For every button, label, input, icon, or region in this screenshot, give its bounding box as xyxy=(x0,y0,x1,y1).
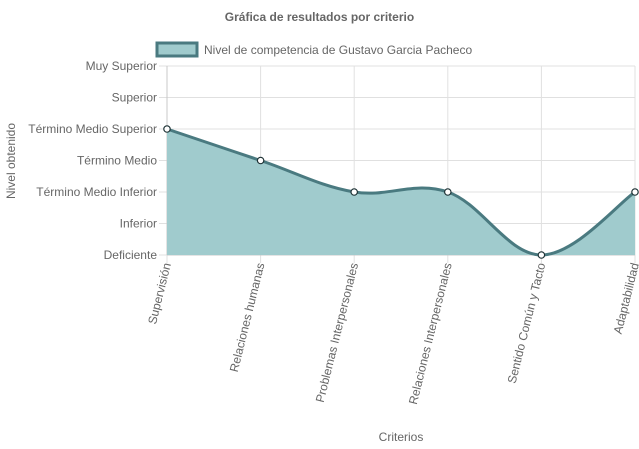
data-point[interactable] xyxy=(443,188,452,196)
y-tick-label: Muy Superior xyxy=(86,59,157,73)
x-tick-label: Supervisión xyxy=(145,261,174,325)
data-points xyxy=(163,125,639,259)
x-tick-label: Sentido Común y Tacto xyxy=(505,261,549,385)
legend-label: Nivel de competencia de Gustavo Garcia P… xyxy=(204,43,472,57)
y-tick-label: Término Medio xyxy=(77,154,157,168)
y-axis: Deficiente Inferior Término Medio Inferior… xyxy=(28,59,157,262)
data-point[interactable] xyxy=(350,188,359,196)
legend-swatch xyxy=(155,41,199,58)
chart-title: Gráfica de resultados por criterio xyxy=(225,10,414,24)
y-tick-label: Inferior xyxy=(120,217,157,231)
x-tick-label: Relaciones humanas xyxy=(227,261,268,373)
legend[interactable]: Nivel de competencia de Gustavo Garcia P… xyxy=(155,41,472,58)
x-tick-label: Problemas Interpersonales xyxy=(313,261,361,404)
x-axis-title: Criterios xyxy=(379,430,424,444)
y-tick-label: Superior xyxy=(112,91,157,105)
data-point[interactable] xyxy=(537,251,546,259)
y-tick-label: Término Medio Inferior xyxy=(36,185,157,199)
y-axis-title: Nivel obtenido xyxy=(4,123,18,199)
series-fill xyxy=(167,129,635,255)
x-axis: Supervisión Relaciones humanas Problemas I… xyxy=(145,261,639,406)
y-tick-label: Término Medio Superior xyxy=(28,122,157,136)
x-tick-label: Adaptabilidad xyxy=(611,261,639,335)
x-tick-label: Relaciones Interpersonales xyxy=(406,261,455,405)
data-point[interactable] xyxy=(631,188,639,196)
y-tick-label: Deficiente xyxy=(104,248,158,262)
data-point[interactable] xyxy=(163,125,171,133)
data-point[interactable] xyxy=(256,156,265,165)
